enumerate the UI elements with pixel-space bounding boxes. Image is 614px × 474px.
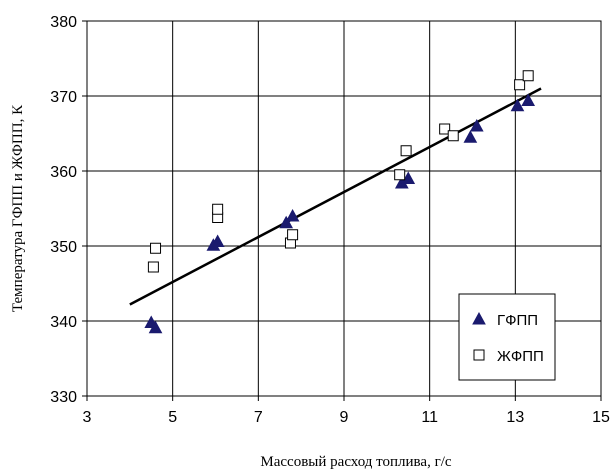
y-tick-label: 370 bbox=[50, 89, 77, 106]
legend-label: ГФПП bbox=[497, 312, 538, 329]
square-point bbox=[394, 169, 406, 181]
plot-area bbox=[86, 20, 602, 397]
legend-square-icon bbox=[473, 349, 485, 361]
data-points bbox=[144, 70, 536, 334]
square-point bbox=[400, 145, 412, 157]
y-tick-labels: 330 340 350 360 370 380 bbox=[50, 14, 77, 406]
square-point bbox=[212, 203, 224, 215]
square-point bbox=[150, 242, 162, 254]
triangle-point bbox=[463, 130, 478, 143]
x-tick-label: 11 bbox=[421, 409, 438, 426]
square-point bbox=[287, 229, 299, 241]
triangle-point bbox=[285, 208, 300, 222]
triangle-point bbox=[279, 215, 294, 229]
square-point bbox=[514, 79, 526, 91]
triangle-point bbox=[210, 234, 225, 247]
x-axis-label: Массовый расход топлива, г/с bbox=[260, 454, 452, 470]
y-tick-label: 330 bbox=[50, 389, 77, 406]
y-tick-label: 350 bbox=[50, 239, 77, 256]
triangle-point bbox=[148, 320, 163, 334]
trend-line bbox=[129, 87, 542, 306]
triangle-point bbox=[469, 118, 484, 132]
legend-box bbox=[458, 293, 556, 381]
x-tick-label: 15 bbox=[592, 409, 610, 426]
legend: ГФПП ЖФПП bbox=[458, 293, 556, 381]
y-tick-label: 360 bbox=[50, 164, 77, 181]
y-tick-label: 340 bbox=[50, 314, 77, 331]
square-point bbox=[439, 123, 451, 135]
x-tick-labels: 3 5 7 9 11 13 15 bbox=[83, 409, 610, 426]
square-point bbox=[147, 261, 159, 273]
legend-triangle-icon bbox=[472, 311, 486, 325]
triangle-point bbox=[521, 93, 536, 106]
x-tick-label: 7 bbox=[254, 409, 263, 426]
triangle-point bbox=[401, 171, 416, 184]
square-point bbox=[522, 70, 534, 82]
x-tick-label: 5 bbox=[168, 409, 177, 426]
y-tick-label: 380 bbox=[50, 14, 77, 31]
series-zhfpp bbox=[147, 70, 534, 273]
legend-label: ЖФПП bbox=[497, 348, 544, 365]
x-tick-label: 3 bbox=[83, 409, 92, 426]
x-tick-label: 9 bbox=[340, 409, 349, 426]
square-point bbox=[447, 130, 459, 142]
y-axis-label: Температура ГФПП и ЖФПП, К bbox=[10, 104, 26, 312]
series-gfpp bbox=[144, 93, 536, 334]
x-tick-label: 13 bbox=[506, 409, 524, 426]
triangle-point bbox=[510, 98, 525, 112]
